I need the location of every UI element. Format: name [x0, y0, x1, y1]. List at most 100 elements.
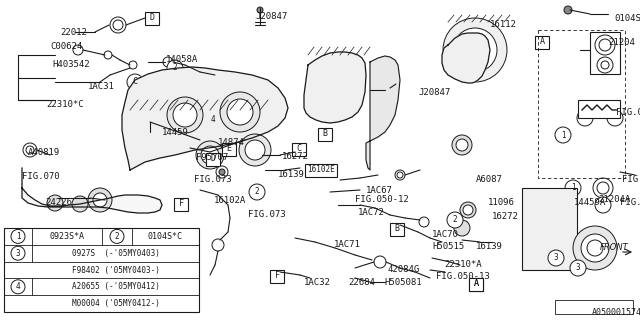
Text: 21204: 21204	[608, 38, 635, 47]
Bar	[578, 100, 620, 118]
Circle shape	[599, 39, 611, 51]
Text: 0104S*C: 0104S*C	[147, 232, 182, 241]
Text: 0927S  (-'05MY0403): 0927S (-'05MY0403)	[72, 249, 160, 258]
Text: A6087: A6087	[476, 175, 503, 184]
Text: FIG.072: FIG.072	[622, 175, 640, 184]
Text: 1AC72: 1AC72	[358, 208, 385, 217]
Text: F95707: F95707	[196, 153, 228, 162]
Circle shape	[167, 60, 183, 76]
Circle shape	[212, 239, 224, 251]
Text: 16112: 16112	[490, 20, 517, 29]
Bar	[305, 164, 337, 177]
Circle shape	[570, 260, 586, 276]
Text: B: B	[394, 224, 399, 233]
Circle shape	[460, 202, 476, 218]
Text: FIG.073: FIG.073	[248, 210, 285, 219]
Bar	[174, 198, 188, 211]
Text: FIG.070: FIG.070	[22, 172, 60, 181]
Text: M00004 ('05MY0412-): M00004 ('05MY0412-)	[72, 299, 160, 308]
Circle shape	[216, 166, 228, 178]
Circle shape	[385, 87, 391, 93]
Text: 16139: 16139	[278, 170, 305, 179]
Text: A050001574: A050001574	[592, 308, 640, 317]
Text: J20847: J20847	[418, 88, 451, 97]
Circle shape	[593, 178, 613, 198]
Text: 4: 4	[16, 282, 20, 291]
Text: A: A	[474, 279, 479, 288]
Bar	[145, 12, 159, 25]
Circle shape	[565, 180, 581, 196]
Circle shape	[201, 146, 219, 164]
Circle shape	[595, 35, 615, 55]
Text: 1AC31: 1AC31	[88, 82, 115, 91]
Circle shape	[205, 112, 221, 128]
Bar	[4, 228, 199, 312]
Text: 16139: 16139	[476, 242, 503, 251]
Text: 14459A: 14459A	[574, 198, 606, 207]
Circle shape	[447, 212, 463, 228]
Text: J20847: J20847	[255, 12, 287, 21]
Circle shape	[72, 196, 88, 212]
Circle shape	[245, 140, 265, 160]
Circle shape	[257, 7, 263, 13]
Circle shape	[452, 135, 472, 155]
Circle shape	[564, 6, 572, 14]
Circle shape	[419, 217, 429, 227]
Circle shape	[88, 188, 112, 212]
Text: A: A	[474, 279, 479, 288]
Text: 0104S*E: 0104S*E	[614, 14, 640, 23]
Text: FIG.050-13: FIG.050-13	[436, 272, 490, 281]
Circle shape	[597, 57, 613, 73]
Text: 22310*A: 22310*A	[444, 260, 482, 269]
Text: 22684: 22684	[348, 278, 375, 287]
Polygon shape	[122, 67, 288, 170]
Bar	[390, 223, 404, 236]
Text: 0923S*A: 0923S*A	[49, 232, 84, 241]
Circle shape	[163, 57, 173, 67]
Text: H403542: H403542	[52, 60, 90, 69]
Text: 2: 2	[173, 63, 177, 73]
Text: 16102A: 16102A	[214, 196, 246, 205]
Bar	[206, 153, 220, 166]
Circle shape	[11, 246, 25, 260]
Text: 2: 2	[452, 215, 458, 225]
Text: 22012: 22012	[60, 28, 87, 37]
Bar	[555, 300, 633, 314]
Polygon shape	[22, 168, 162, 213]
Bar	[535, 36, 549, 49]
Circle shape	[11, 280, 25, 294]
Circle shape	[23, 143, 37, 157]
Text: C00624: C00624	[50, 42, 83, 51]
Circle shape	[548, 250, 564, 266]
Circle shape	[113, 20, 123, 30]
Circle shape	[453, 28, 497, 72]
Text: 1AC71: 1AC71	[334, 240, 361, 249]
Text: 11096: 11096	[488, 198, 515, 207]
Text: FRONT: FRONT	[600, 244, 628, 252]
Text: 3: 3	[554, 253, 558, 262]
Circle shape	[11, 229, 25, 244]
Text: 14058A: 14058A	[166, 55, 198, 64]
Circle shape	[601, 61, 609, 69]
Text: 4: 4	[211, 116, 215, 124]
Circle shape	[227, 99, 253, 125]
Circle shape	[454, 220, 470, 236]
Bar	[292, 143, 306, 156]
Circle shape	[220, 92, 260, 132]
Text: 24226: 24226	[45, 198, 72, 207]
Text: 21204A: 21204A	[598, 195, 630, 204]
Text: F: F	[179, 199, 184, 208]
Circle shape	[461, 36, 489, 64]
Text: D: D	[150, 13, 154, 22]
Bar	[590, 32, 620, 74]
Text: 42084G: 42084G	[388, 265, 420, 274]
Text: C: C	[132, 77, 138, 86]
Circle shape	[219, 169, 225, 175]
Text: 1: 1	[16, 232, 20, 241]
Circle shape	[595, 197, 611, 213]
Circle shape	[587, 240, 603, 256]
Circle shape	[581, 234, 609, 262]
Text: 2: 2	[255, 188, 259, 196]
Bar	[270, 270, 284, 283]
Circle shape	[607, 110, 623, 126]
